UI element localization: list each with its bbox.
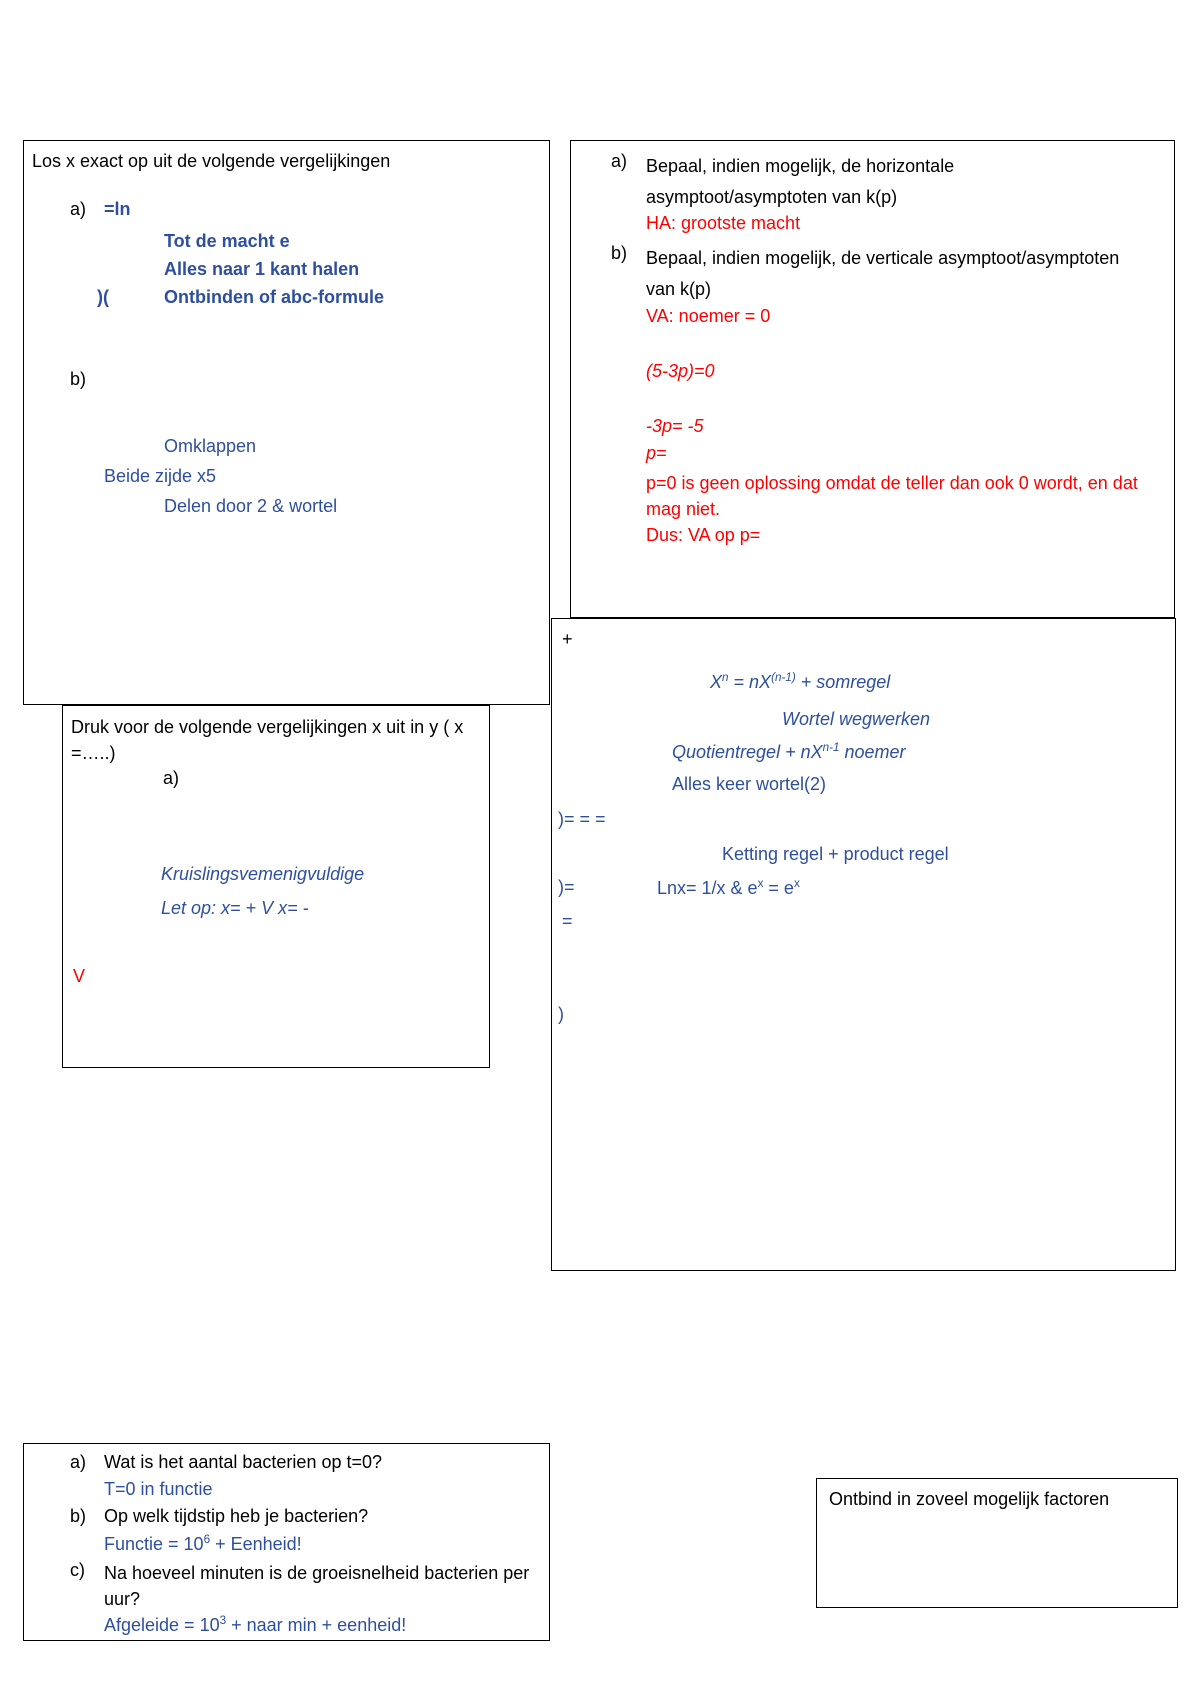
b4-lnx-sup2: x	[794, 877, 800, 890]
b2-a-text: Bepaal, indien mogelijk, de horizontale …	[646, 151, 1126, 212]
b2-b-label: b)	[611, 243, 627, 264]
b4-quotient-suffix: noemer	[840, 742, 906, 762]
b4-eqsign: =	[562, 911, 573, 932]
b2-a-label: a)	[611, 151, 627, 172]
b5-b-text: Op welk tijdstip heb je bacterien?	[104, 1506, 368, 1527]
b4-alleskeer: Alles keer wortel(2)	[672, 774, 826, 795]
b4-row1-left: )= = =	[558, 809, 606, 830]
b1-omklappen: Omklappen	[164, 436, 256, 457]
b4-lnx-prefix: Lnx= 1/x & e	[657, 878, 758, 898]
b3-v: V	[73, 966, 85, 987]
b5-c-label: c)	[70, 1560, 85, 1581]
b1-hint3: Ontbinden of abc-formule	[164, 287, 384, 308]
b5-b-label: b)	[70, 1506, 86, 1527]
b5-a-label: a)	[70, 1452, 86, 1473]
b1-a-label: a)	[70, 199, 86, 220]
b4-wortel: Wortel wegwerken	[782, 709, 930, 730]
b2-va-hint: VA: noemer = 0	[646, 306, 770, 327]
b4-row2-left: )=	[558, 877, 575, 898]
b3-letop: Let op: x= + V x= -	[161, 898, 309, 919]
box-express-x: Druk voor de volgende vergelijkingen x u…	[62, 705, 490, 1068]
b4-quotient-prefix: Quotientregel + nX	[672, 742, 823, 762]
b1-paren: )(	[97, 287, 109, 308]
b1-delen: Delen door 2 & wortel	[164, 496, 337, 517]
b1-hint2: Alles naar 1 kant halen	[164, 259, 359, 280]
b2-eq3: p=	[646, 443, 667, 464]
b4-quotient: Quotientregel + nXn-1 noemer	[672, 741, 906, 763]
b4-quotient-sup: n-1	[823, 741, 840, 754]
b5-b-hint: Functie = 106 + Eenheid!	[104, 1533, 302, 1555]
b1-beide: Beide zijde x5	[104, 466, 216, 487]
box-asymptotes: a) Bepaal, indien mogelijk, de horizonta…	[570, 140, 1175, 618]
b2-a-hint: HA: grootste macht	[646, 213, 800, 234]
b4-xnrule-sup2: (n-1)	[771, 671, 796, 684]
b3-a-label: a)	[163, 768, 179, 789]
b5-c-text: Na hoeveel minuten is de groeisnelheid b…	[104, 1560, 534, 1612]
b1-hint1: Tot de macht e	[164, 231, 290, 252]
b2-b-text: Bepaal, indien mogelijk, de verticale as…	[646, 243, 1126, 304]
b5-b-hint-suffix: + Eenheid!	[210, 1534, 302, 1554]
b3-title: Druk voor de volgende vergelijkingen x u…	[71, 714, 471, 766]
box-bacteria: a) Wat is het aantal bacterien op t=0? T…	[23, 1443, 550, 1641]
box-derivative-rules: + Xn = nX(n-1) + somregel Wortel wegwerk…	[551, 618, 1176, 1271]
b4-xnrule-prefix: X	[710, 672, 722, 692]
box-solve-x: Los x exact op uit de volgende vergelijk…	[23, 140, 550, 705]
box-factorize: Ontbind in zoveel mogelijk factoren	[816, 1478, 1178, 1608]
b3-kruis: Kruislingsvemenigvuldige	[161, 864, 364, 885]
b1-title: Los x exact op uit de volgende vergelijk…	[32, 151, 390, 172]
b2-note1: p=0 is geen oplossing omdat de teller da…	[646, 470, 1151, 522]
b5-c-hint-suffix: + naar min + eenheid!	[226, 1615, 406, 1635]
b4-lnx: Lnx= 1/x & ex = ex	[657, 877, 800, 899]
b4-xnrule: Xn = nX(n-1) + somregel	[710, 671, 890, 693]
b5-c-hint-prefix: Afgeleide = 10	[104, 1615, 220, 1635]
b5-b-hint-prefix: Functie = 10	[104, 1534, 204, 1554]
b2-eq2: -3p= -5	[646, 416, 704, 437]
b2-note2: Dus: VA op p=	[646, 525, 760, 546]
b5-a-text: Wat is het aantal bacterien op t=0?	[104, 1452, 382, 1473]
b4-xnrule-mid: = nX	[729, 672, 772, 692]
b4-xnrule-suffix: + somregel	[796, 672, 891, 692]
b4-plus: +	[562, 629, 573, 650]
b2-eq1: (5-3p)=0	[646, 361, 715, 382]
b4-lnx-mid: = e	[763, 878, 794, 898]
b4-ketting: Ketting regel + product regel	[722, 844, 949, 865]
b6-text: Ontbind in zoveel mogelijk factoren	[829, 1489, 1109, 1510]
b1-b-label: b)	[70, 369, 86, 390]
b4-paren: )	[558, 1004, 564, 1025]
b1-a-eq: =ln	[104, 199, 131, 220]
b5-c-hint: Afgeleide = 103 + naar min + eenheid!	[104, 1614, 406, 1636]
b5-a-hint: T=0 in functie	[104, 1479, 213, 1500]
